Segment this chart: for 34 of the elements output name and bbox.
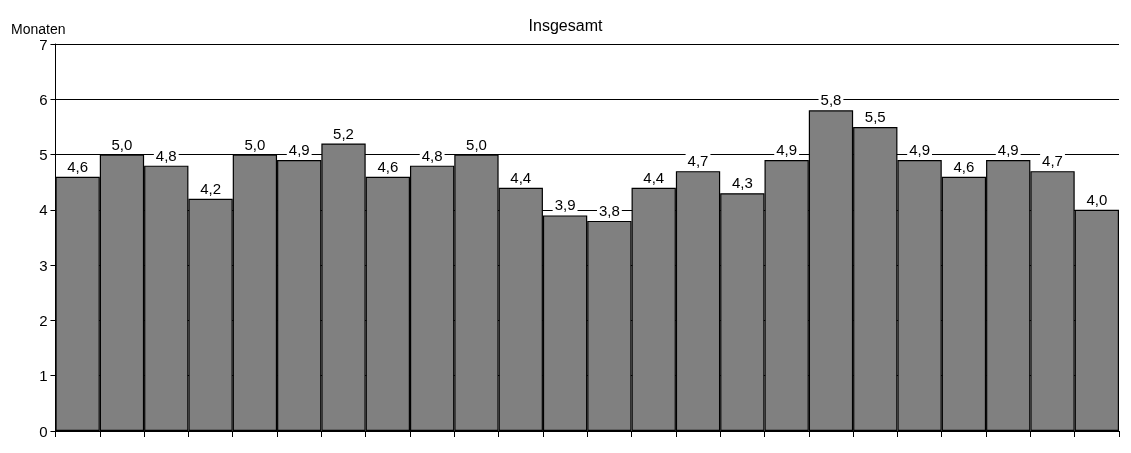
data-label: 4,7 (687, 152, 709, 170)
data-label: 5,2 (333, 124, 354, 142)
data-label: 4,9 (909, 141, 931, 159)
data-label: 4,6 (67, 157, 89, 175)
data-label: 3,8 (598, 201, 620, 219)
data-label: 5,8 (820, 91, 842, 109)
data-label: 4,0 (1086, 190, 1108, 208)
data-label: 4,9 (997, 141, 1019, 159)
y-tick-label: 2 (39, 311, 48, 329)
data-label: 4,9 (288, 141, 310, 159)
data-label: 3,9 (554, 196, 576, 214)
chart-title: Insgesamt (528, 16, 603, 34)
data-label: 4,6 (377, 157, 399, 175)
data-label: 4,8 (155, 146, 177, 164)
y-tick-label: 1 (39, 367, 48, 385)
y-tick-label: 6 (39, 90, 48, 108)
data-label: 4,7 (1042, 152, 1063, 170)
data-label: 4,4 (643, 168, 665, 186)
data-label: 4,4 (510, 168, 532, 186)
data-label: 4,3 (731, 174, 753, 192)
y-tick-label: 7 (39, 35, 48, 53)
data-label: 4,9 (776, 141, 798, 159)
data-label: 5,5 (864, 107, 886, 125)
y-tick-label: 4 (39, 201, 48, 219)
y-axis-title: Monaten (11, 21, 66, 37)
data-label: 4,2 (200, 179, 222, 197)
data-label: 5,0 (111, 135, 133, 153)
y-tick-label: 3 (39, 256, 48, 274)
y-tick-label: 0 (39, 422, 48, 440)
data-label: 4,6 (953, 157, 975, 175)
data-label: 5,0 (244, 135, 266, 153)
data-label: 5,0 (466, 135, 487, 153)
data-label: 4,8 (421, 146, 443, 164)
y-tick-label: 5 (39, 146, 48, 164)
